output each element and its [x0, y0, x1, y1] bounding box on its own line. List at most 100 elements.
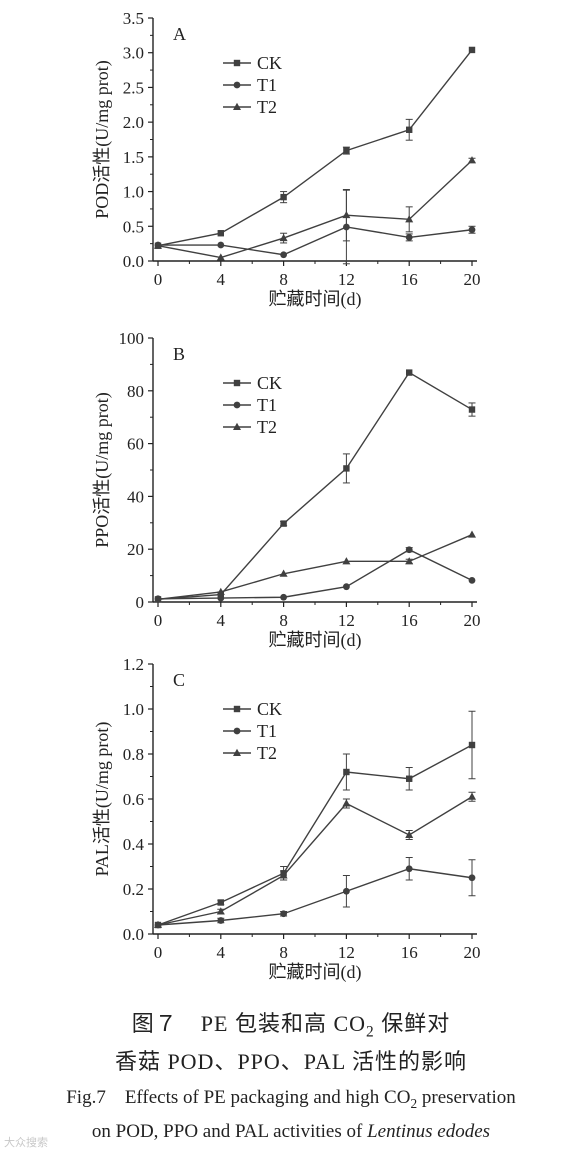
data-point-CK: [406, 369, 413, 376]
panel-label: C: [173, 670, 185, 690]
data-point-T1: [405, 546, 413, 554]
data-point-CK: [280, 193, 287, 201]
y-tick-label: 0: [136, 593, 145, 612]
data-point-T2: [154, 241, 162, 249]
data-point-T2: [154, 920, 162, 928]
x-tick-label: 20: [464, 270, 481, 289]
y-tick-label: 0.0: [123, 252, 144, 271]
y-tick-label: 1.0: [123, 700, 144, 719]
data-point-T1: [468, 226, 476, 234]
data-point-T2: [279, 233, 288, 242]
legend-label-T2: T2: [257, 417, 277, 437]
x-tick-label: 16: [401, 270, 418, 289]
x-tick-label: 16: [401, 611, 418, 630]
legend-label-CK: CK: [257, 373, 282, 393]
y-axis-title: PAL活性(U/mg prot): [92, 722, 113, 877]
y-tick-label: 60: [127, 435, 144, 454]
series-line: [157, 548, 473, 600]
legend-marker: [233, 705, 241, 713]
y-tick-label: 0.0: [123, 925, 144, 944]
data-point-T1: [217, 241, 225, 249]
data-point-CK: [468, 741, 476, 749]
x-tick-label: 4: [217, 611, 226, 630]
legend-label-CK: CK: [257, 53, 282, 73]
legend-label-T2: T2: [257, 743, 277, 763]
series-T2: [154, 791, 476, 928]
x-tick-label: 0: [154, 611, 163, 630]
data-point-CK: [406, 775, 413, 782]
x-tick-label: 0: [154, 270, 163, 289]
x-tick-label: 20: [464, 611, 481, 630]
chart-panel-B: 0 20 40 60 80 100 0 4 8 12 16 20 贮藏时间(d) PPO活性(U/mg p…: [92, 329, 481, 651]
x-tick-label: 12: [338, 943, 355, 962]
caption-chinese-line-1: 图７ PE 包装和高 CO2 保鲜对: [0, 1006, 582, 1041]
x-axis-title: 贮藏时间(d): [269, 630, 362, 651]
data-point-CK: [468, 406, 476, 413]
data-point-T1: [280, 251, 287, 259]
data-point-CK: [343, 768, 350, 776]
data-point-T2: [342, 799, 351, 807]
y-tick-label: 40: [127, 487, 144, 506]
data-point-T2: [342, 557, 351, 565]
series-line: [157, 371, 473, 601]
y-tick-label: 0.8: [123, 745, 144, 764]
x-tick-label: 4: [217, 270, 226, 289]
y-tick-label: 1.2: [123, 655, 144, 674]
legend-marker: [233, 81, 241, 89]
caption-cn-part-a: 图７ PE 包装和高 CO: [131, 1011, 367, 1036]
y-tick-label: 0.4: [123, 835, 145, 854]
y-axis-title: POD活性(U/mg prot): [92, 60, 113, 219]
data-point-T2: [216, 253, 225, 261]
data-point-T2: [342, 210, 351, 219]
x-tick-label: 4: [217, 943, 226, 962]
data-point-CK: [217, 230, 224, 237]
x-tick-label: 12: [338, 270, 355, 289]
data-point-T2: [405, 830, 414, 838]
chart-panel-A: 0.0 0.5 1.0 1.5 2.0 2.5 3.0 3.5 0 4 8 12 16 20 贮藏时间(d)…: [92, 9, 481, 310]
data-point-CK: [343, 465, 350, 472]
x-tick-label: 20: [464, 943, 481, 962]
x-axis-title: 贮藏时间(d): [269, 289, 362, 310]
series-line: [157, 796, 473, 926]
series-line: [157, 868, 473, 926]
series-T2: [154, 156, 476, 261]
data-point-CK: [280, 520, 287, 527]
series-CK: [154, 46, 476, 249]
data-point-T2: [405, 215, 414, 223]
chart-panel-C: 0.0 0.2 0.4 0.6 0.8 1.0 1.2 0 4 8 12 16 20 贮藏时间(d) PAL…: [92, 655, 481, 983]
data-point-T1: [405, 865, 413, 873]
panel-label: B: [173, 344, 185, 364]
data-point-T1: [343, 583, 350, 591]
y-tick-label: 1.5: [123, 148, 144, 167]
data-point-CK: [343, 147, 350, 154]
data-point-T2: [279, 569, 288, 577]
caption-chinese-line-2: 香菇 POD、PPO、PAL 活性的影响: [114, 1049, 468, 1074]
caption-en-subscript: 2: [410, 1095, 418, 1111]
caption-en-part-a: Fig.7 Effects of PE packaging and high C…: [66, 1087, 411, 1108]
x-tick-label: 8: [279, 270, 288, 289]
y-axis-title: PPO活性(U/mg prot): [92, 392, 113, 548]
y-tick-label: 100: [119, 329, 145, 348]
x-tick-label: 0: [154, 943, 163, 962]
y-tick-label: 20: [127, 540, 144, 559]
x-tick-label: 8: [279, 943, 288, 962]
y-tick-label: 0.6: [123, 790, 144, 809]
legend-label-T1: T1: [257, 721, 277, 741]
y-tick-label: 3.0: [123, 44, 144, 63]
legend-marker: [233, 59, 241, 67]
legend-marker: [233, 102, 241, 110]
data-point-T1: [217, 594, 225, 602]
caption-en-part-c: on POD, PPO and PAL activities of: [91, 1121, 368, 1142]
data-point-T2: [468, 792, 476, 800]
legend-label-T2: T2: [257, 97, 277, 117]
data-point-T2: [154, 595, 162, 603]
panel-label: A: [173, 24, 186, 44]
data-point-T1: [280, 910, 287, 918]
watermark: 大众搜索: [4, 1136, 48, 1149]
caption-cn-subscript: 2: [366, 1023, 375, 1041]
legend-marker: [233, 748, 241, 756]
legend-marker: [233, 379, 241, 387]
data-point-CK: [468, 46, 476, 54]
y-tick-label: 1.0: [123, 183, 144, 202]
data-point-T2: [405, 557, 414, 565]
